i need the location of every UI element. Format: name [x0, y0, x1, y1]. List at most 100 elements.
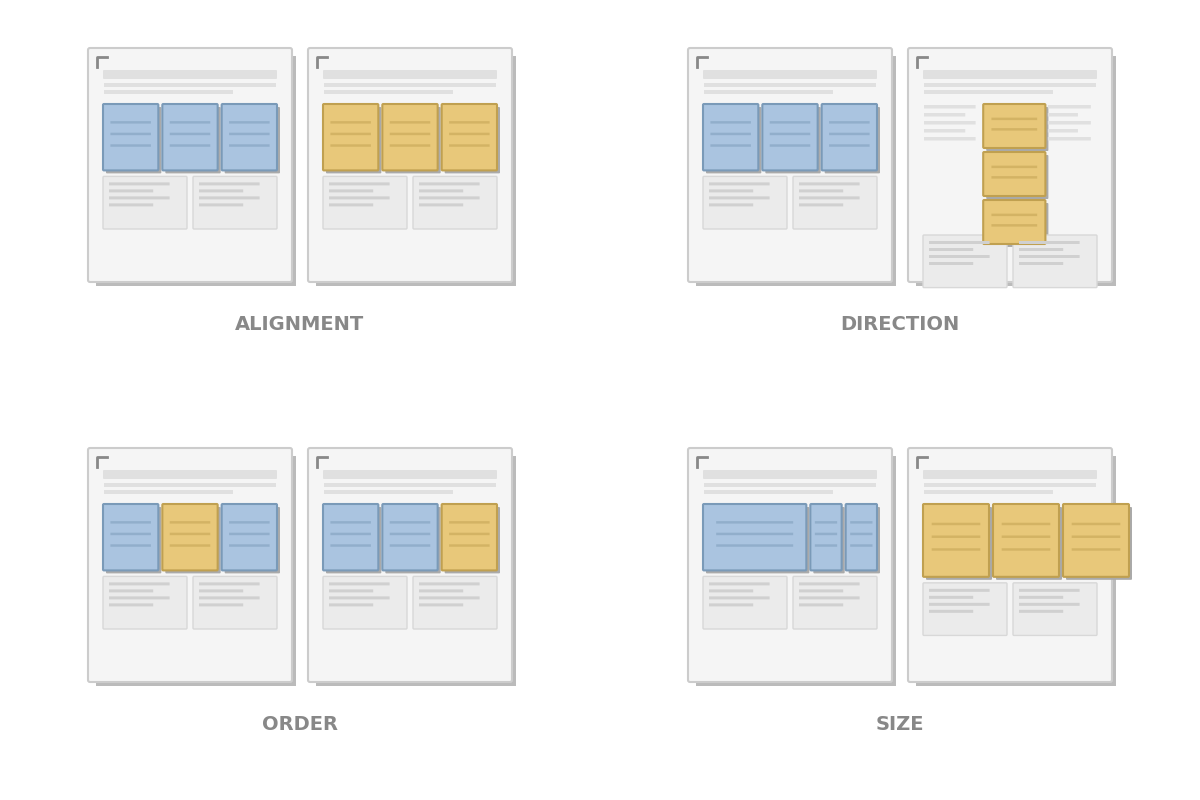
FancyBboxPatch shape: [449, 533, 490, 535]
FancyBboxPatch shape: [199, 182, 259, 186]
FancyBboxPatch shape: [703, 104, 758, 170]
FancyBboxPatch shape: [110, 533, 151, 535]
FancyBboxPatch shape: [329, 190, 373, 192]
FancyBboxPatch shape: [931, 535, 980, 538]
FancyBboxPatch shape: [169, 544, 210, 546]
FancyBboxPatch shape: [991, 214, 1037, 216]
FancyBboxPatch shape: [931, 548, 980, 550]
FancyBboxPatch shape: [991, 224, 1037, 226]
FancyBboxPatch shape: [709, 582, 769, 586]
FancyBboxPatch shape: [419, 603, 463, 606]
FancyBboxPatch shape: [109, 582, 169, 586]
FancyBboxPatch shape: [326, 507, 382, 574]
FancyBboxPatch shape: [169, 533, 210, 535]
FancyBboxPatch shape: [1072, 548, 1121, 550]
FancyBboxPatch shape: [991, 166, 1037, 168]
FancyBboxPatch shape: [103, 104, 158, 170]
FancyBboxPatch shape: [703, 504, 806, 570]
FancyBboxPatch shape: [688, 448, 892, 682]
FancyBboxPatch shape: [110, 544, 151, 546]
FancyBboxPatch shape: [829, 121, 870, 123]
FancyBboxPatch shape: [799, 196, 859, 199]
FancyBboxPatch shape: [199, 203, 244, 206]
FancyBboxPatch shape: [169, 121, 210, 123]
FancyBboxPatch shape: [924, 129, 965, 133]
FancyBboxPatch shape: [390, 544, 431, 546]
FancyBboxPatch shape: [229, 521, 270, 524]
FancyBboxPatch shape: [996, 507, 1062, 580]
FancyBboxPatch shape: [793, 576, 877, 629]
FancyBboxPatch shape: [929, 610, 973, 613]
FancyBboxPatch shape: [330, 121, 371, 123]
FancyBboxPatch shape: [329, 196, 390, 199]
FancyBboxPatch shape: [994, 504, 1060, 577]
FancyBboxPatch shape: [109, 190, 154, 192]
FancyBboxPatch shape: [931, 522, 980, 526]
FancyBboxPatch shape: [799, 596, 859, 599]
FancyBboxPatch shape: [706, 107, 761, 174]
FancyBboxPatch shape: [822, 104, 877, 170]
FancyBboxPatch shape: [224, 107, 280, 174]
FancyBboxPatch shape: [103, 176, 187, 229]
FancyBboxPatch shape: [104, 490, 233, 494]
FancyBboxPatch shape: [1019, 610, 1063, 613]
FancyBboxPatch shape: [983, 104, 1045, 148]
FancyBboxPatch shape: [709, 603, 754, 606]
FancyBboxPatch shape: [442, 504, 497, 570]
FancyBboxPatch shape: [109, 603, 154, 606]
FancyBboxPatch shape: [1066, 507, 1132, 580]
FancyBboxPatch shape: [109, 203, 154, 206]
FancyBboxPatch shape: [449, 544, 490, 546]
FancyBboxPatch shape: [169, 521, 210, 524]
FancyBboxPatch shape: [308, 48, 512, 282]
FancyBboxPatch shape: [829, 133, 870, 135]
FancyBboxPatch shape: [316, 56, 516, 286]
FancyBboxPatch shape: [103, 504, 158, 570]
FancyBboxPatch shape: [850, 521, 872, 524]
FancyBboxPatch shape: [88, 448, 292, 682]
FancyBboxPatch shape: [104, 83, 276, 87]
FancyBboxPatch shape: [329, 596, 390, 599]
FancyBboxPatch shape: [323, 576, 407, 629]
FancyBboxPatch shape: [324, 90, 454, 94]
FancyBboxPatch shape: [385, 507, 440, 574]
FancyBboxPatch shape: [442, 104, 497, 170]
FancyBboxPatch shape: [104, 483, 276, 487]
FancyBboxPatch shape: [924, 490, 1054, 494]
FancyBboxPatch shape: [769, 144, 810, 146]
FancyBboxPatch shape: [193, 576, 277, 629]
FancyBboxPatch shape: [1019, 596, 1063, 599]
FancyBboxPatch shape: [329, 590, 373, 592]
FancyBboxPatch shape: [1019, 255, 1080, 258]
FancyBboxPatch shape: [193, 176, 277, 229]
FancyBboxPatch shape: [703, 70, 877, 79]
FancyBboxPatch shape: [1002, 548, 1050, 550]
FancyBboxPatch shape: [706, 507, 809, 574]
FancyBboxPatch shape: [704, 83, 876, 87]
FancyBboxPatch shape: [419, 590, 463, 592]
FancyBboxPatch shape: [323, 504, 378, 570]
FancyBboxPatch shape: [923, 504, 989, 577]
FancyBboxPatch shape: [929, 603, 990, 606]
FancyBboxPatch shape: [166, 107, 221, 174]
FancyBboxPatch shape: [709, 596, 769, 599]
FancyBboxPatch shape: [709, 190, 754, 192]
FancyBboxPatch shape: [449, 133, 490, 135]
FancyBboxPatch shape: [109, 196, 169, 199]
FancyBboxPatch shape: [769, 133, 810, 135]
FancyBboxPatch shape: [390, 144, 431, 146]
FancyBboxPatch shape: [103, 576, 187, 629]
FancyBboxPatch shape: [829, 144, 870, 146]
FancyBboxPatch shape: [88, 48, 292, 282]
FancyBboxPatch shape: [923, 470, 1097, 479]
FancyBboxPatch shape: [390, 533, 431, 535]
FancyBboxPatch shape: [199, 590, 244, 592]
FancyBboxPatch shape: [762, 104, 817, 170]
FancyBboxPatch shape: [419, 582, 480, 586]
FancyBboxPatch shape: [696, 456, 896, 686]
Text: ALIGNMENT: ALIGNMENT: [235, 315, 365, 334]
FancyBboxPatch shape: [799, 582, 859, 586]
FancyBboxPatch shape: [983, 152, 1045, 196]
FancyBboxPatch shape: [103, 470, 277, 479]
FancyBboxPatch shape: [222, 104, 277, 170]
